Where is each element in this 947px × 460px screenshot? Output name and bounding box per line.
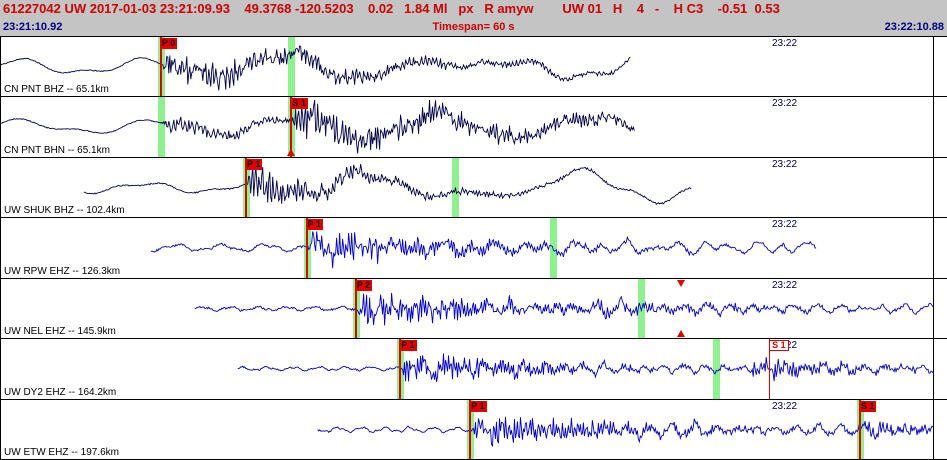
timespan-label: Timespan= 60 s [432, 21, 515, 33]
plot-right-border [932, 339, 934, 399]
event-summary-header: 61227042 UW 2017-01-03 23:21:09.93 49.37… [0, 0, 947, 18]
pick-flag[interactable]: P 0 [159, 38, 178, 49]
station-label: UW ETW EHZ -- 197.6km [4, 446, 120, 458]
pick-window-band [713, 339, 721, 399]
waveform-uw-shuk-bhz [83, 163, 692, 205]
pick-marker-triangle[interactable] [677, 330, 686, 338]
pick-window-band [157, 97, 165, 157]
station-label: CN PNT BHZ -- 65.1km [4, 84, 109, 96]
trace-panel-uw-rpw-ehz[interactable]: P 1 23:22 UW RPW EHZ -- 126.3km [1, 218, 947, 279]
plot-right-border [932, 399, 934, 459]
trace-panel-uw-etw-ehz[interactable]: P 1 S 1 23:22 UW ETW EHZ -- 197.6km [1, 399, 947, 460]
minute-mark-label: 23:22 [771, 219, 798, 231]
pick-line[interactable] [858, 399, 861, 459]
pick-flag[interactable]: P 1 [469, 400, 487, 412]
pick-flag[interactable]: S 1 [290, 98, 308, 110]
trace-panel-cn-pnt-bhn[interactable]: S 1 23:22 CN PNT BHN -- 65.1km [1, 97, 947, 158]
time-span-header: 23:21:10.92 Timespan= 60 s 23:22:10.88 [0, 18, 947, 36]
pick-flag[interactable]: P 2 [354, 279, 373, 291]
station-label: CN PNT BHN -- 65.1km [4, 144, 110, 156]
plot-right-border [932, 157, 934, 218]
pick-window-band [288, 37, 296, 97]
waveform-uw-etw-ehz [317, 416, 934, 447]
minute-mark-label: 23:22 [771, 400, 798, 412]
pick-line[interactable] [305, 218, 308, 278]
trace-panel-uw-shuk-bhz[interactable]: P 1 23:22 UW SHUK BHZ -- 102.4km [1, 157, 947, 219]
pick-flag[interactable]: P 1 [245, 158, 263, 170]
plot-right-border [932, 97, 934, 157]
station-label: UW SHUK BHZ -- 102.4km [4, 205, 125, 217]
waveform-uw-dy2-ehz [237, 353, 934, 383]
trace-panel-uw-nel-ehz[interactable]: P 2 23:22 UW NEL EHZ -- 145.9km [1, 278, 947, 340]
plot-right-border [932, 278, 934, 339]
pick-line[interactable] [769, 339, 771, 399]
waveform-uw-rpw-ehz [150, 231, 817, 269]
pick-marker-triangle[interactable] [677, 279, 686, 287]
station-label: UW NEL EHZ -- 145.9km [4, 326, 116, 338]
plot-right-border [932, 218, 934, 278]
waveform-uw-nel-ehz [194, 292, 934, 326]
station-label: UW DY2 EHZ -- 164.2km [4, 386, 117, 398]
pick-window-band [550, 218, 558, 278]
pick-line[interactable] [399, 339, 402, 399]
pick-flag[interactable]: P 1 [399, 340, 417, 352]
waveform-cn-pnt-bhz [1, 45, 631, 91]
minute-mark-label: 23:22 [771, 38, 798, 49]
minute-mark-label: 23:22 [771, 158, 798, 170]
plot-right-border [932, 37, 934, 97]
pick-flag[interactable]: S 1 [769, 340, 789, 352]
pick-line[interactable] [159, 37, 162, 97]
window-end-time: 23:22:10.88 [884, 21, 944, 33]
pick-marker-triangle[interactable] [287, 148, 296, 156]
window-start-time: 23:21:10.92 [3, 21, 63, 33]
trace-area: P 0 23:22 CN PNT BHZ -- 65.1km S 1 23:22 CN P… [0, 36, 947, 460]
pick-flag[interactable]: P 1 [305, 219, 323, 231]
pick-line[interactable] [245, 157, 247, 218]
minute-mark-label: 23:22 [771, 98, 798, 110]
pick-line[interactable] [354, 278, 357, 339]
station-label: UW RPW EHZ -- 126.3km [4, 265, 121, 277]
pick-flag[interactable]: S 1 [858, 400, 877, 412]
pick-line[interactable] [290, 97, 293, 157]
minute-mark-label: 23:22 [771, 279, 798, 291]
trace-panel-cn-pnt-bhz[interactable]: P 0 23:22 CN PNT BHZ -- 65.1km [1, 37, 947, 98]
pick-line[interactable] [469, 399, 472, 459]
waveform-cn-pnt-bhn [1, 100, 635, 154]
